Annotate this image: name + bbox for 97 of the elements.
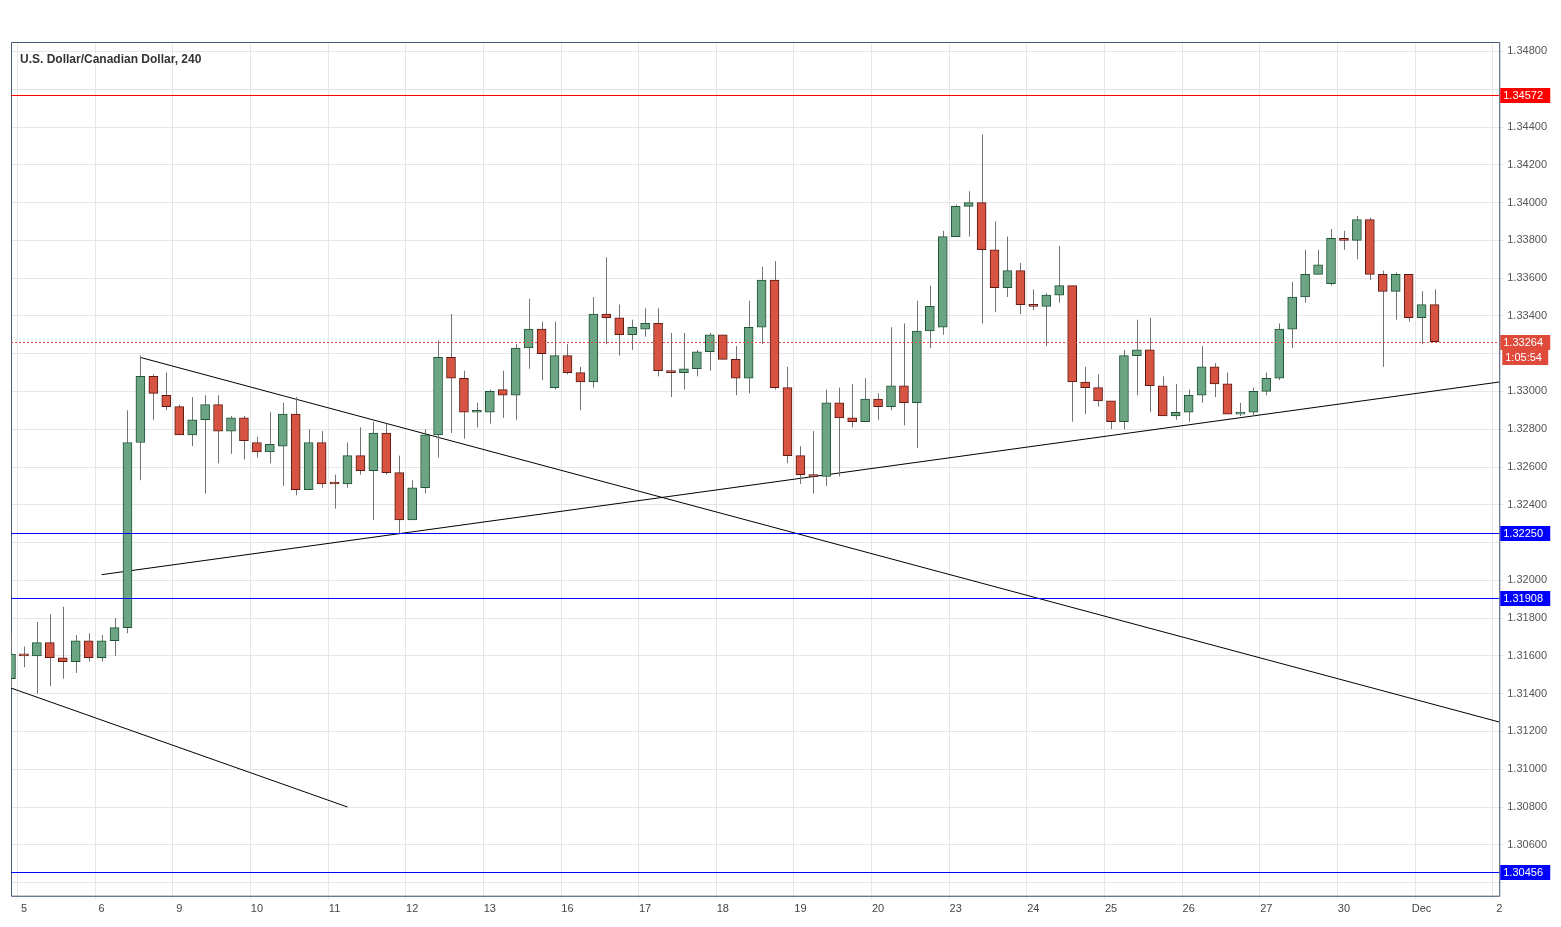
candlestick (834, 387, 845, 477)
candlestick (200, 394, 210, 494)
candlestick (148, 373, 159, 421)
y-tick-label: 1.31000 (1507, 762, 1547, 775)
x-tick-label: 23 (949, 902, 962, 915)
candlestick (1183, 389, 1194, 423)
candlestick (640, 307, 650, 338)
y-tick-label: 1.34000 (1507, 195, 1547, 208)
x-tick-label: 17 (638, 902, 652, 915)
candlestick (252, 436, 262, 459)
candlestick (1248, 387, 1259, 417)
candlestick (96, 634, 107, 663)
y-tick-label: 1.32800 (1507, 422, 1547, 435)
candlestick (627, 319, 638, 351)
x-tick-label: 2 (1496, 902, 1503, 915)
x-tick-label: 10 (250, 902, 264, 915)
text: U.S. Dollar/Canadian Dollar, 240 (20, 52, 202, 67)
ref-line-label: 1.32250 (1503, 526, 1543, 539)
y-tick-label: 1.33000 (1507, 384, 1547, 397)
candlestick (692, 349, 702, 377)
y-tick-label: 1.30800 (1507, 800, 1547, 813)
candlestick (109, 617, 120, 657)
candlestick (239, 415, 249, 460)
ref-line-label: 1.30456 (1503, 865, 1543, 878)
candlestick (226, 415, 236, 455)
candlestick (730, 345, 741, 396)
candlestick (1041, 292, 1052, 347)
y-tick-label: 1.31600 (1507, 648, 1547, 661)
candlestick (873, 392, 883, 421)
x-tick-label: 27 (1260, 902, 1273, 915)
y-tick-label: 1.34200 (1507, 157, 1547, 170)
candlestick (1054, 245, 1065, 304)
candlestick (1416, 290, 1427, 345)
candlestick (70, 634, 81, 674)
y-tick-label: 1.32400 (1507, 497, 1547, 510)
candlestick (795, 445, 806, 485)
candlestick (575, 366, 586, 411)
x-tick-label: 12 (406, 902, 419, 915)
candlestick (1106, 400, 1116, 430)
y-tick-label: 1.32600 (1507, 460, 1547, 473)
candlestick (161, 372, 172, 411)
y-tick-label: 1.34400 (1507, 120, 1547, 133)
candlestick (83, 632, 94, 663)
x-tick-label: 13 (483, 902, 496, 915)
candlestick (1080, 366, 1090, 415)
candlestick (1028, 288, 1039, 311)
candlestick (1132, 319, 1142, 396)
ref-line-label: 1.34572 (1503, 88, 1543, 101)
candlestick (1352, 215, 1362, 260)
candlestick (1390, 271, 1401, 321)
candlestick (860, 377, 870, 423)
candlestick (355, 426, 366, 476)
x-tick-label: 24 (1027, 902, 1040, 915)
candlestick (1339, 230, 1349, 251)
ref-line-label: 1.31908 (1503, 591, 1543, 604)
candlestick (44, 613, 55, 687)
ref-line-label: 1.33264 (1503, 335, 1543, 348)
y-tick-label: 1.32000 (1507, 573, 1547, 586)
candlestick (497, 370, 508, 419)
y-tick-label: 1.34800 (1507, 44, 1547, 57)
y-tick-label: 1.31800 (1507, 611, 1547, 624)
candlestick (1300, 249, 1310, 304)
candlestick (32, 621, 42, 695)
y-tick-label: 1.31400 (1507, 686, 1547, 699)
text: 1:05:54 (1505, 350, 1542, 363)
candlestick (187, 396, 198, 447)
candlestick (679, 332, 689, 391)
candlestick (705, 332, 715, 372)
candlestick (264, 411, 275, 464)
x-tick-label: 30 (1337, 902, 1351, 915)
x-tick-label: 16 (561, 902, 574, 915)
candlestick (472, 402, 482, 428)
candlestick (1002, 236, 1013, 298)
candlestick (1261, 372, 1272, 396)
y-tick-label: 1.30600 (1507, 837, 1547, 850)
x-tick-label: 20 (871, 902, 885, 915)
candlestick (1313, 249, 1323, 275)
y-tick-label: 1.33800 (1507, 233, 1547, 246)
y-tick-label: 1.33400 (1507, 308, 1547, 321)
x-tick-label: 9 (176, 902, 183, 915)
candlestick (57, 606, 68, 680)
candlestick (925, 285, 935, 349)
candlestick (808, 430, 819, 494)
x-tick-label: 11 (328, 902, 341, 915)
x-tick-label: 19 (794, 902, 807, 915)
candlestick (484, 389, 495, 425)
candlestick (1093, 373, 1103, 408)
x-tick-label: Dec (1411, 902, 1432, 915)
x-tick-label: 6 (98, 902, 105, 915)
x-tick-label: 18 (716, 902, 729, 915)
y-tick-label: 1.31200 (1507, 724, 1547, 737)
x-tick-label: 25 (1104, 902, 1118, 915)
y-tick-label: 1.33600 (1507, 271, 1547, 284)
candlestick (963, 190, 974, 238)
x-tick-label: 5 (20, 902, 27, 915)
candlestick (886, 326, 896, 411)
x-tick-label: 26 (1182, 902, 1195, 915)
